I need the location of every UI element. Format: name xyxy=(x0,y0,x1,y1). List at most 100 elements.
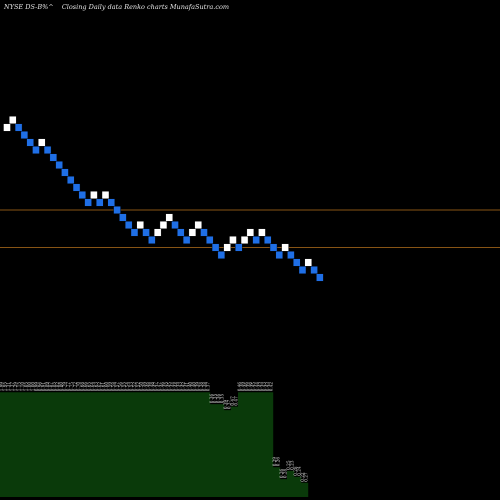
renko-brick xyxy=(43,146,52,154)
renko-brick xyxy=(264,236,272,244)
volume-bar xyxy=(108,392,113,497)
volume-label: 0.36 xyxy=(209,394,214,404)
volume-bar xyxy=(101,392,106,497)
volume-label: 0.24 xyxy=(296,466,301,476)
renko-brick xyxy=(107,198,115,207)
renko-brick xyxy=(316,273,324,282)
volume-label: 0.52 xyxy=(135,382,140,392)
volume-bar xyxy=(56,392,60,497)
volume-bar xyxy=(290,470,295,497)
volume-label: 0.48 xyxy=(149,382,154,392)
volume-bar xyxy=(199,392,204,497)
volume-bar xyxy=(157,392,162,497)
renko-brick xyxy=(310,266,318,274)
volume-label: 0.40 xyxy=(188,382,193,392)
volume-bar xyxy=(217,404,221,497)
renko-brick xyxy=(142,228,150,237)
volume-label: 1.15 xyxy=(16,382,21,392)
volume-label: 0.35 xyxy=(219,394,224,404)
volume-bar xyxy=(35,392,39,497)
volume-label: 0.82 xyxy=(55,382,60,392)
volume-label: 0.72 xyxy=(72,382,77,392)
renko-brick xyxy=(3,123,11,132)
volume-bar xyxy=(45,392,50,497)
volume-bar xyxy=(80,392,85,497)
renko-brick xyxy=(38,138,46,147)
renko-brick xyxy=(182,236,191,244)
volume-bar xyxy=(63,392,67,497)
renko-brick xyxy=(281,243,289,252)
volume-bar xyxy=(171,392,176,497)
volume-label: 0.87 xyxy=(48,382,53,392)
volume-bar xyxy=(10,392,15,497)
volume-label: 0.27 xyxy=(303,472,308,482)
volume-label: 0.56 xyxy=(118,382,123,392)
volume-bar xyxy=(213,404,218,497)
renko-brick xyxy=(188,228,197,237)
renko-bricks xyxy=(3,116,324,282)
volume-label: 0.42 xyxy=(268,382,273,392)
volume-bar xyxy=(301,482,305,497)
volume-label: 1.00 xyxy=(30,382,35,392)
volume-bar xyxy=(297,476,302,497)
volume-label: 1.00 xyxy=(27,382,32,392)
volume-bar xyxy=(266,392,270,497)
volume-label: 0.26 xyxy=(279,468,284,478)
volume-label: 0.49 xyxy=(240,382,245,392)
renko-brick xyxy=(101,191,110,199)
volume-label: 0.47 xyxy=(153,382,158,392)
volume-label: 0.48 xyxy=(146,382,151,392)
renko-brick xyxy=(252,236,260,244)
volume-bar xyxy=(7,392,11,497)
volume-label: 0.36 xyxy=(216,394,221,404)
volume-bar xyxy=(70,392,74,497)
volume-label: 0.77 xyxy=(65,382,70,392)
volume-label: 0.46 xyxy=(237,382,242,392)
renko-brick xyxy=(159,221,168,229)
volume-bar xyxy=(227,410,232,497)
renko-brick xyxy=(148,236,156,244)
volume-bar xyxy=(259,392,263,497)
renko-brick xyxy=(113,206,121,214)
volume-bar xyxy=(231,406,235,497)
chart-title: NYSE DS-B%^ Closing Daily data Renko cha… xyxy=(3,3,229,11)
volume-bar xyxy=(280,479,284,497)
volume-bar xyxy=(161,392,165,497)
volume-bar xyxy=(98,392,102,497)
volume-bar xyxy=(206,392,211,497)
volume-bar xyxy=(192,392,197,497)
volume-label: 0.54 xyxy=(125,382,130,392)
volume-bar xyxy=(129,392,134,497)
volume-label: 1.37 xyxy=(9,382,14,392)
volume-bar xyxy=(283,479,288,497)
volume-bar xyxy=(294,476,298,497)
renko-brick xyxy=(14,123,23,132)
renko-brick xyxy=(211,243,220,252)
volume-label: 0.42 xyxy=(181,382,186,392)
volume-label: 0.44 xyxy=(174,382,179,392)
symbol-label: NYSE DS-B%^ xyxy=(3,3,54,11)
volume-bar xyxy=(136,392,141,497)
volume-label: 0.40 xyxy=(191,382,196,392)
volume-bar xyxy=(91,392,95,497)
volume-label: 0.64 xyxy=(90,382,95,392)
volume-label: 0.45 xyxy=(167,382,172,392)
renko-brick xyxy=(177,228,185,237)
volume-label: 1.05 xyxy=(23,382,28,392)
volume-label: 0.65 xyxy=(86,382,91,392)
volume-label: 0.28 xyxy=(293,466,298,476)
volume-bar xyxy=(304,482,309,497)
renko-brick xyxy=(78,191,87,199)
renko-brick xyxy=(200,228,208,237)
renko-brick xyxy=(119,213,127,222)
volume-bar xyxy=(273,467,277,497)
renko-brick xyxy=(229,236,237,244)
volume-bar xyxy=(73,392,78,497)
renko-brick xyxy=(298,266,307,274)
renko-brick xyxy=(9,116,17,124)
volume-label: 0.70 xyxy=(76,382,81,392)
volume-label: 0.63 xyxy=(93,382,98,392)
renko-brick xyxy=(84,198,92,207)
renko-brick xyxy=(165,213,173,222)
renko-brick xyxy=(223,243,231,252)
